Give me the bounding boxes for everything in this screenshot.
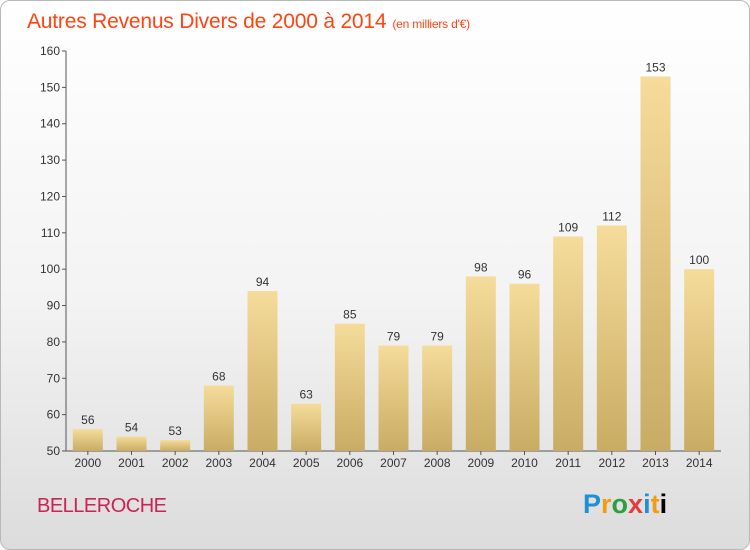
y-tick-label: 150 <box>40 80 60 94</box>
x-tick-label: 2001 <box>118 456 145 470</box>
logo-letter: o <box>611 489 629 519</box>
bar[interactable] <box>596 225 627 451</box>
bar[interactable] <box>640 76 671 452</box>
bar-value-label: 68 <box>212 370 226 384</box>
x-tick-label: 2000 <box>74 456 101 470</box>
y-tick-label: 120 <box>40 189 60 203</box>
x-tick-label: 2013 <box>642 456 669 470</box>
y-tick-label: 110 <box>41 226 60 240</box>
x-tick-label: 2006 <box>336 456 363 470</box>
logo-letter: i <box>659 489 668 519</box>
y-tick-label: 100 <box>40 262 60 276</box>
x-tick-label: 2011 <box>555 456 581 470</box>
title-text: Autres Revenus Divers de 2000 à 2014 <box>27 10 387 33</box>
y-tick-label: 60 <box>47 408 61 422</box>
bar[interactable] <box>422 345 453 451</box>
bar[interactable] <box>116 436 147 451</box>
bar[interactable] <box>378 345 409 451</box>
commune-name: BELLEROCHE <box>37 495 167 517</box>
proxiti-logo[interactable]: Proxiti <box>583 489 667 520</box>
logo-letter: i <box>643 489 651 519</box>
x-tick-label: 2003 <box>205 456 232 470</box>
bar-value-label: 56 <box>81 413 95 427</box>
bar[interactable] <box>160 440 191 451</box>
x-tick-label: 2008 <box>424 456 451 470</box>
y-tick-label: 140 <box>40 117 60 131</box>
bar[interactable] <box>203 385 234 451</box>
bar-value-label: 98 <box>474 260 488 274</box>
bar[interactable] <box>465 276 496 451</box>
x-tick-label: 2007 <box>380 456 407 470</box>
x-tick-label: 2009 <box>467 456 494 470</box>
y-tick-label: 90 <box>47 299 61 313</box>
bar[interactable] <box>684 269 715 451</box>
bar-value-label: 94 <box>256 275 270 289</box>
bar[interactable] <box>247 291 278 451</box>
bars <box>72 76 715 452</box>
y-tick-label: 80 <box>47 335 61 349</box>
bar[interactable] <box>509 283 540 451</box>
x-tick-label: 2014 <box>686 456 713 470</box>
x-tick-label: 2005 <box>293 456 320 470</box>
logo-letter: P <box>583 489 602 519</box>
bar[interactable] <box>334 323 365 451</box>
title-unit: (en milliers d'€) <box>392 17 470 31</box>
bar-value-label: 109 <box>558 220 578 234</box>
logo-letter: r <box>601 489 612 519</box>
bar-value-label: 54 <box>125 420 139 434</box>
bar[interactable] <box>291 403 322 451</box>
y-tick-label: 160 <box>40 44 60 58</box>
bar-value-label: 96 <box>518 268 532 282</box>
bar-value-label: 153 <box>645 60 665 74</box>
logo-letter: x <box>628 489 644 519</box>
labels: 56 2000 54 2001 53 2002 68 2003 94 2004 63 2005 85 20… <box>74 60 712 470</box>
bar-value-label: 85 <box>343 308 357 322</box>
bar-value-label: 79 <box>387 330 401 344</box>
bar[interactable] <box>72 429 103 451</box>
y-tick-label: 130 <box>40 153 60 167</box>
logo-letter: t <box>650 489 660 519</box>
x-tick-label: 2002 <box>162 456 189 470</box>
bar-value-label: 63 <box>299 388 313 402</box>
x-tick-label: 2010 <box>511 456 538 470</box>
chart-title: Autres Revenus Divers de 2000 à 2014 (en … <box>27 10 470 34</box>
y-tick-label: 50 <box>47 444 61 458</box>
x-tick-label: 2004 <box>249 456 276 470</box>
bar-value-label: 100 <box>689 253 709 267</box>
bar[interactable] <box>553 236 584 451</box>
bar-value-label: 112 <box>602 210 621 224</box>
y-tick-label: 70 <box>47 371 61 385</box>
bar-value-label: 79 <box>430 330 444 344</box>
x-tick-label: 2012 <box>598 456 625 470</box>
bar-value-label: 53 <box>168 424 182 438</box>
